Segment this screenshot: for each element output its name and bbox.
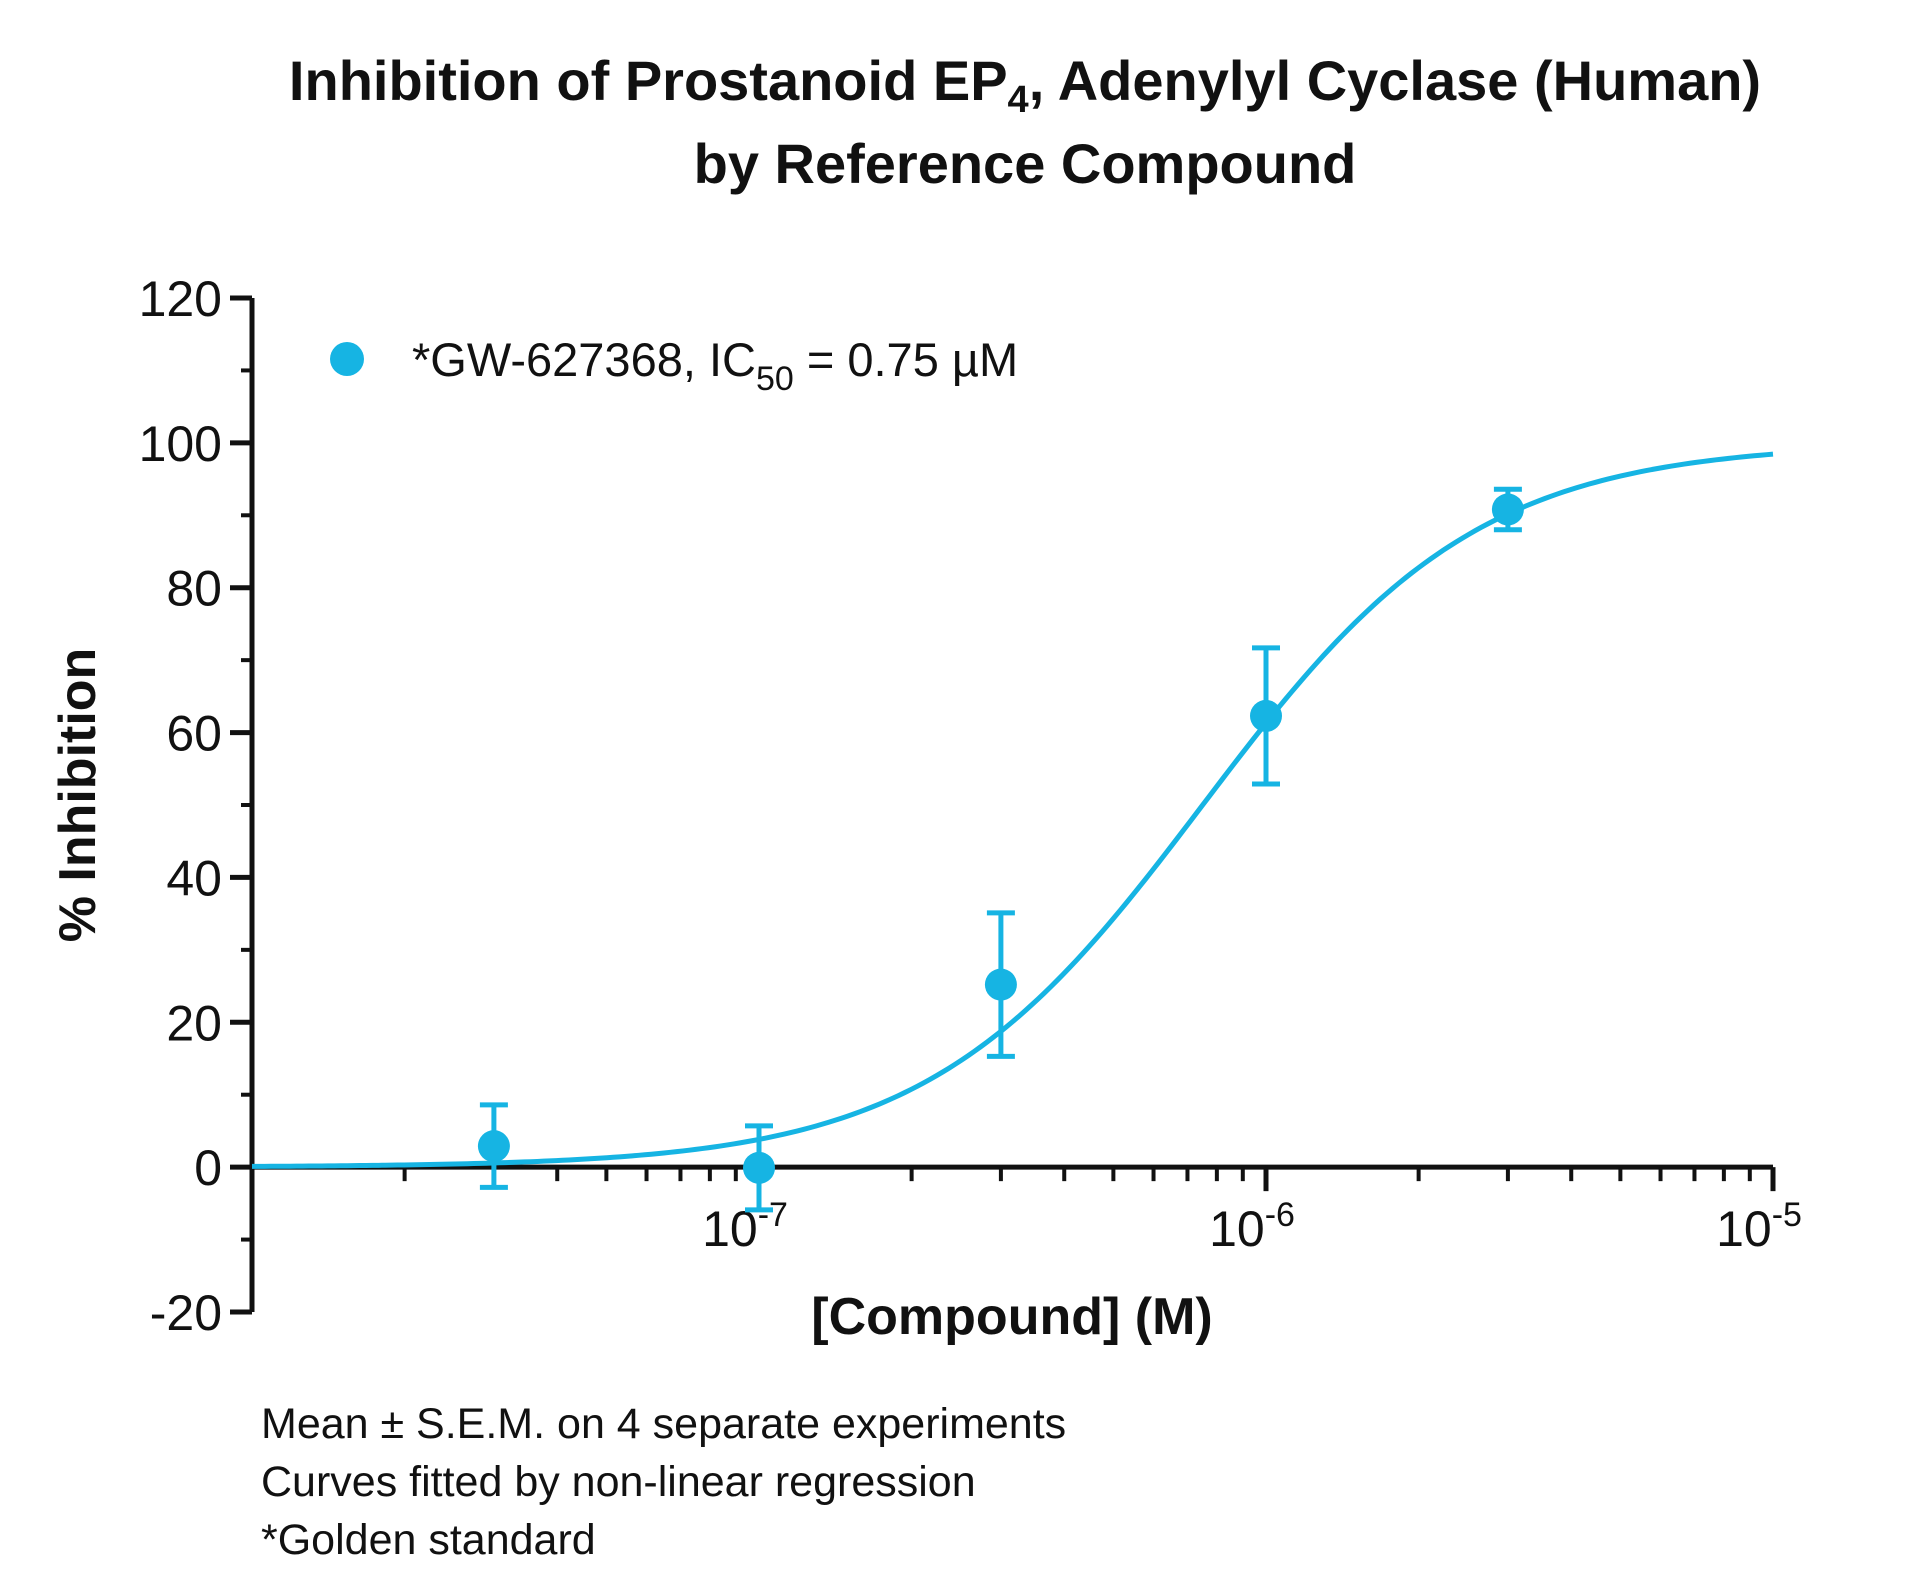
footnote-2: Curves fitted by non-linear regression bbox=[261, 1458, 976, 1506]
legend-marker bbox=[330, 342, 364, 376]
x-tick-label: 10-5 bbox=[1716, 1196, 1802, 1257]
y-tick-label: 20 bbox=[166, 995, 222, 1051]
y-tick-label: -20 bbox=[150, 1285, 222, 1341]
data-point-group bbox=[1250, 645, 1282, 787]
data-point-group bbox=[1491, 486, 1524, 533]
x-axis-title: [Compound] (M) bbox=[811, 1288, 1212, 1346]
y-tick-label: 0 bbox=[194, 1140, 222, 1196]
legend: *GW-627368, IC50 = 0.75 µM bbox=[330, 333, 1018, 398]
data-point-group bbox=[477, 1102, 510, 1190]
y-tick-label: 120 bbox=[139, 271, 222, 327]
fit-curve bbox=[251, 451, 1774, 1169]
y-tick-label: 40 bbox=[166, 850, 222, 906]
data-point bbox=[1491, 493, 1524, 526]
y-tick-label: 80 bbox=[166, 561, 222, 617]
legend-label: *GW-627368, IC50 = 0.75 µM bbox=[412, 333, 1018, 398]
data-point bbox=[1250, 699, 1282, 732]
data-point bbox=[743, 1151, 775, 1184]
y-tick-label: 100 bbox=[139, 416, 222, 472]
chart-title-line-1: Inhibition of Prostanoid EP4, Adenylyl C… bbox=[289, 49, 1761, 121]
data-point-group bbox=[743, 1123, 775, 1213]
footnote-1: Mean ± S.E.M. on 4 separate experiments bbox=[261, 1400, 1066, 1448]
y-axis-title: % Inhibition bbox=[49, 648, 107, 943]
data-point bbox=[477, 1130, 510, 1163]
axes: -20 0 20 40 60 80 100 120 10-7 10-6 10-5 bbox=[139, 271, 1802, 1341]
data-point bbox=[984, 968, 1017, 1001]
x-tick-label: 10-7 bbox=[702, 1196, 788, 1257]
y-tick-label: 60 bbox=[166, 706, 222, 762]
x-tick-label: 10-6 bbox=[1209, 1196, 1295, 1257]
data-points bbox=[477, 486, 1524, 1213]
data-point-group bbox=[984, 910, 1017, 1059]
footnote-3: *Golden standard bbox=[261, 1516, 596, 1564]
chart-title-line-2: by Reference Compound bbox=[694, 132, 1357, 195]
